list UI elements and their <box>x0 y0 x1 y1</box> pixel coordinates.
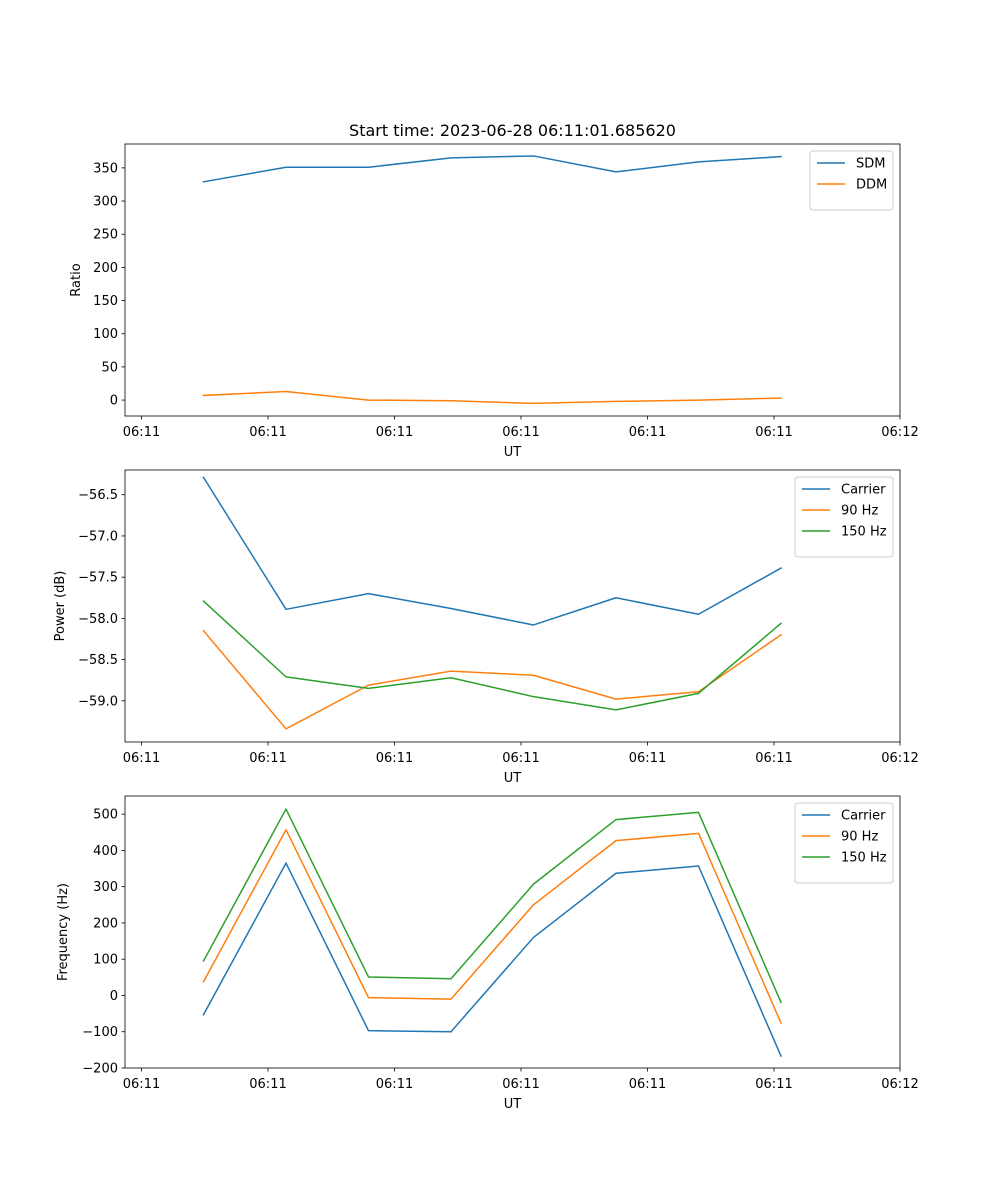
series-line-150-hz <box>202 808 782 1004</box>
legend-label: DDM <box>856 178 887 193</box>
x-tick-label: 06:12 <box>881 1077 918 1092</box>
x-tick-label: 06:11 <box>249 1077 286 1092</box>
y-tick-label: −58.0 <box>78 612 118 627</box>
x-tick-label: 06:11 <box>376 1077 413 1092</box>
legend-label: 90 Hz <box>841 830 878 845</box>
y-tick-label: 50 <box>101 360 118 375</box>
x-tick-label: 06:11 <box>755 1077 792 1092</box>
y-tick-label: −59.0 <box>78 694 118 709</box>
y-tick-label: 350 <box>93 161 118 176</box>
y-tick-label: 200 <box>93 916 118 931</box>
x-tick-label: 06:11 <box>249 751 286 766</box>
x-axis-label: UT <box>504 771 522 786</box>
axes-frame <box>124 795 901 1069</box>
y-axis-label: Frequency (Hz) <box>56 883 71 981</box>
x-tick-label: 06:12 <box>881 425 918 440</box>
y-tick-label: −57.5 <box>78 571 118 586</box>
y-tick-label: −56.5 <box>78 488 118 503</box>
x-tick-label: 06:11 <box>755 425 792 440</box>
x-tick-label: 06:11 <box>629 751 666 766</box>
y-tick-label: 400 <box>93 844 118 859</box>
x-tick-label: 06:11 <box>123 1077 160 1092</box>
x-tick-label: 06:11 <box>376 425 413 440</box>
series-line-sdm <box>202 155 782 183</box>
chart-panel-2: 06:11 06:11 06:11 06:11 06:11 06:11 06:12 −56.5… <box>53 469 919 786</box>
legend-label: 90 Hz <box>841 504 878 519</box>
y-tick-label: 200 <box>93 261 118 276</box>
y-axis-label: Ratio <box>69 263 84 296</box>
series-line-90-hz <box>202 629 783 730</box>
legend-label: 150 Hz <box>841 525 887 540</box>
y-tick-label: −100 <box>82 1025 118 1040</box>
y-tick-label: 250 <box>93 228 118 243</box>
y-tick-label: 150 <box>93 294 118 309</box>
x-axis-label: UT <box>504 445 522 460</box>
x-tick-label: 06:11 <box>629 1077 666 1092</box>
series-line-150-hz <box>202 599 783 711</box>
y-tick-label: 100 <box>93 953 118 968</box>
x-tick-label: 06:11 <box>755 751 792 766</box>
y-tick-label: −200 <box>82 1062 118 1077</box>
axes-frame <box>124 469 901 743</box>
y-tick-label: 300 <box>93 195 118 210</box>
x-axis-label: UT <box>504 1097 522 1112</box>
y-tick-label: 100 <box>93 327 118 342</box>
legend: Carrier 90 Hz 150 Hz <box>794 802 894 884</box>
x-tick-label: 06:11 <box>123 751 160 766</box>
x-tick-label: 06:11 <box>502 425 539 440</box>
chart-panel-1: 06:11 06:11 06:11 06:11 06:11 06:11 06:12 0 50 10… <box>69 143 919 460</box>
legend-label: Carrier <box>841 809 886 824</box>
legend: SDM DDM <box>809 150 894 211</box>
x-tick-label: 06:12 <box>881 751 918 766</box>
x-tick-label: 06:11 <box>502 1077 539 1092</box>
y-tick-label: −58.5 <box>78 653 118 668</box>
y-tick-label: 0 <box>110 989 118 1004</box>
x-tick-label: 06:11 <box>502 751 539 766</box>
legend-label: Carrier <box>841 483 886 498</box>
chart-panel-3: 06:11 06:11 06:11 06:11 06:11 06:11 06:12 −200 −… <box>56 795 919 1112</box>
y-axis-label: Power (dB) <box>53 571 68 642</box>
figure-title: Start time: 2023-06-28 06:11:01.685620 <box>349 121 676 140</box>
axes-frame <box>124 143 901 417</box>
y-tick-label: 300 <box>93 880 118 895</box>
legend-box <box>794 476 894 558</box>
x-tick-label: 06:11 <box>629 425 666 440</box>
x-tick-label: 06:11 <box>249 425 286 440</box>
y-tick-label: −57.0 <box>78 529 118 544</box>
legend-label: SDM <box>856 157 885 172</box>
series-line-90-hz <box>202 828 782 1025</box>
series-line-carrier <box>202 476 783 626</box>
x-tick-label: 06:11 <box>123 425 160 440</box>
legend-box <box>809 150 894 211</box>
series-line-carrier <box>202 862 782 1058</box>
legend-label: 150 Hz <box>841 851 887 866</box>
y-tick-label: 500 <box>93 808 118 823</box>
series-line-ddm <box>202 390 782 405</box>
legend: Carrier 90 Hz 150 Hz <box>794 476 894 558</box>
legend-box <box>794 802 894 884</box>
y-tick-label: 0 <box>110 394 118 409</box>
x-tick-label: 06:11 <box>376 751 413 766</box>
